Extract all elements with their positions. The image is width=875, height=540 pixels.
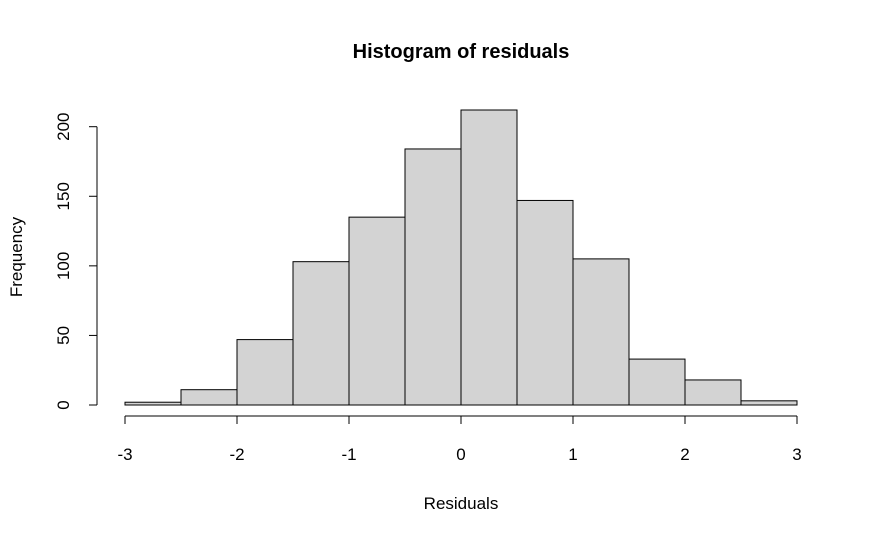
x-tick-label: -1 <box>341 445 356 464</box>
x-tick-label: 3 <box>792 445 801 464</box>
histogram-bar <box>292 261 350 406</box>
histogram-bar <box>572 258 630 406</box>
y-tick-label: 200 <box>54 113 73 141</box>
x-tick-label: 1 <box>568 445 577 464</box>
x-tick-label: -3 <box>117 445 132 464</box>
histogram-bar <box>628 358 686 406</box>
y-tick-label: 0 <box>54 400 73 409</box>
x-tick-label: 2 <box>680 445 689 464</box>
histogram-bar <box>516 199 574 406</box>
y-axis: 0 50 100 150 200 <box>54 113 98 410</box>
bars-group <box>124 109 798 406</box>
x-tick-label: 0 <box>456 445 465 464</box>
histogram-bar <box>460 109 518 406</box>
histogram-bar <box>124 401 182 406</box>
x-axis-label: Residuals <box>424 494 499 513</box>
y-tick-label: 50 <box>54 326 73 345</box>
y-tick-label: 150 <box>54 182 73 210</box>
histogram-bar <box>684 379 742 406</box>
y-axis-label: Frequency <box>7 216 26 297</box>
y-tick-label: 100 <box>54 252 73 280</box>
histogram-bar <box>348 216 406 406</box>
histogram-bar <box>180 389 238 406</box>
chart-title: Histogram of residuals <box>353 41 570 63</box>
histogram-bar <box>740 400 798 406</box>
histogram-bar <box>404 148 462 406</box>
x-tick-label: -2 <box>229 445 244 464</box>
histogram-bar <box>236 339 294 406</box>
x-axis: -3 -2 -1 0 1 2 3 <box>117 415 802 464</box>
